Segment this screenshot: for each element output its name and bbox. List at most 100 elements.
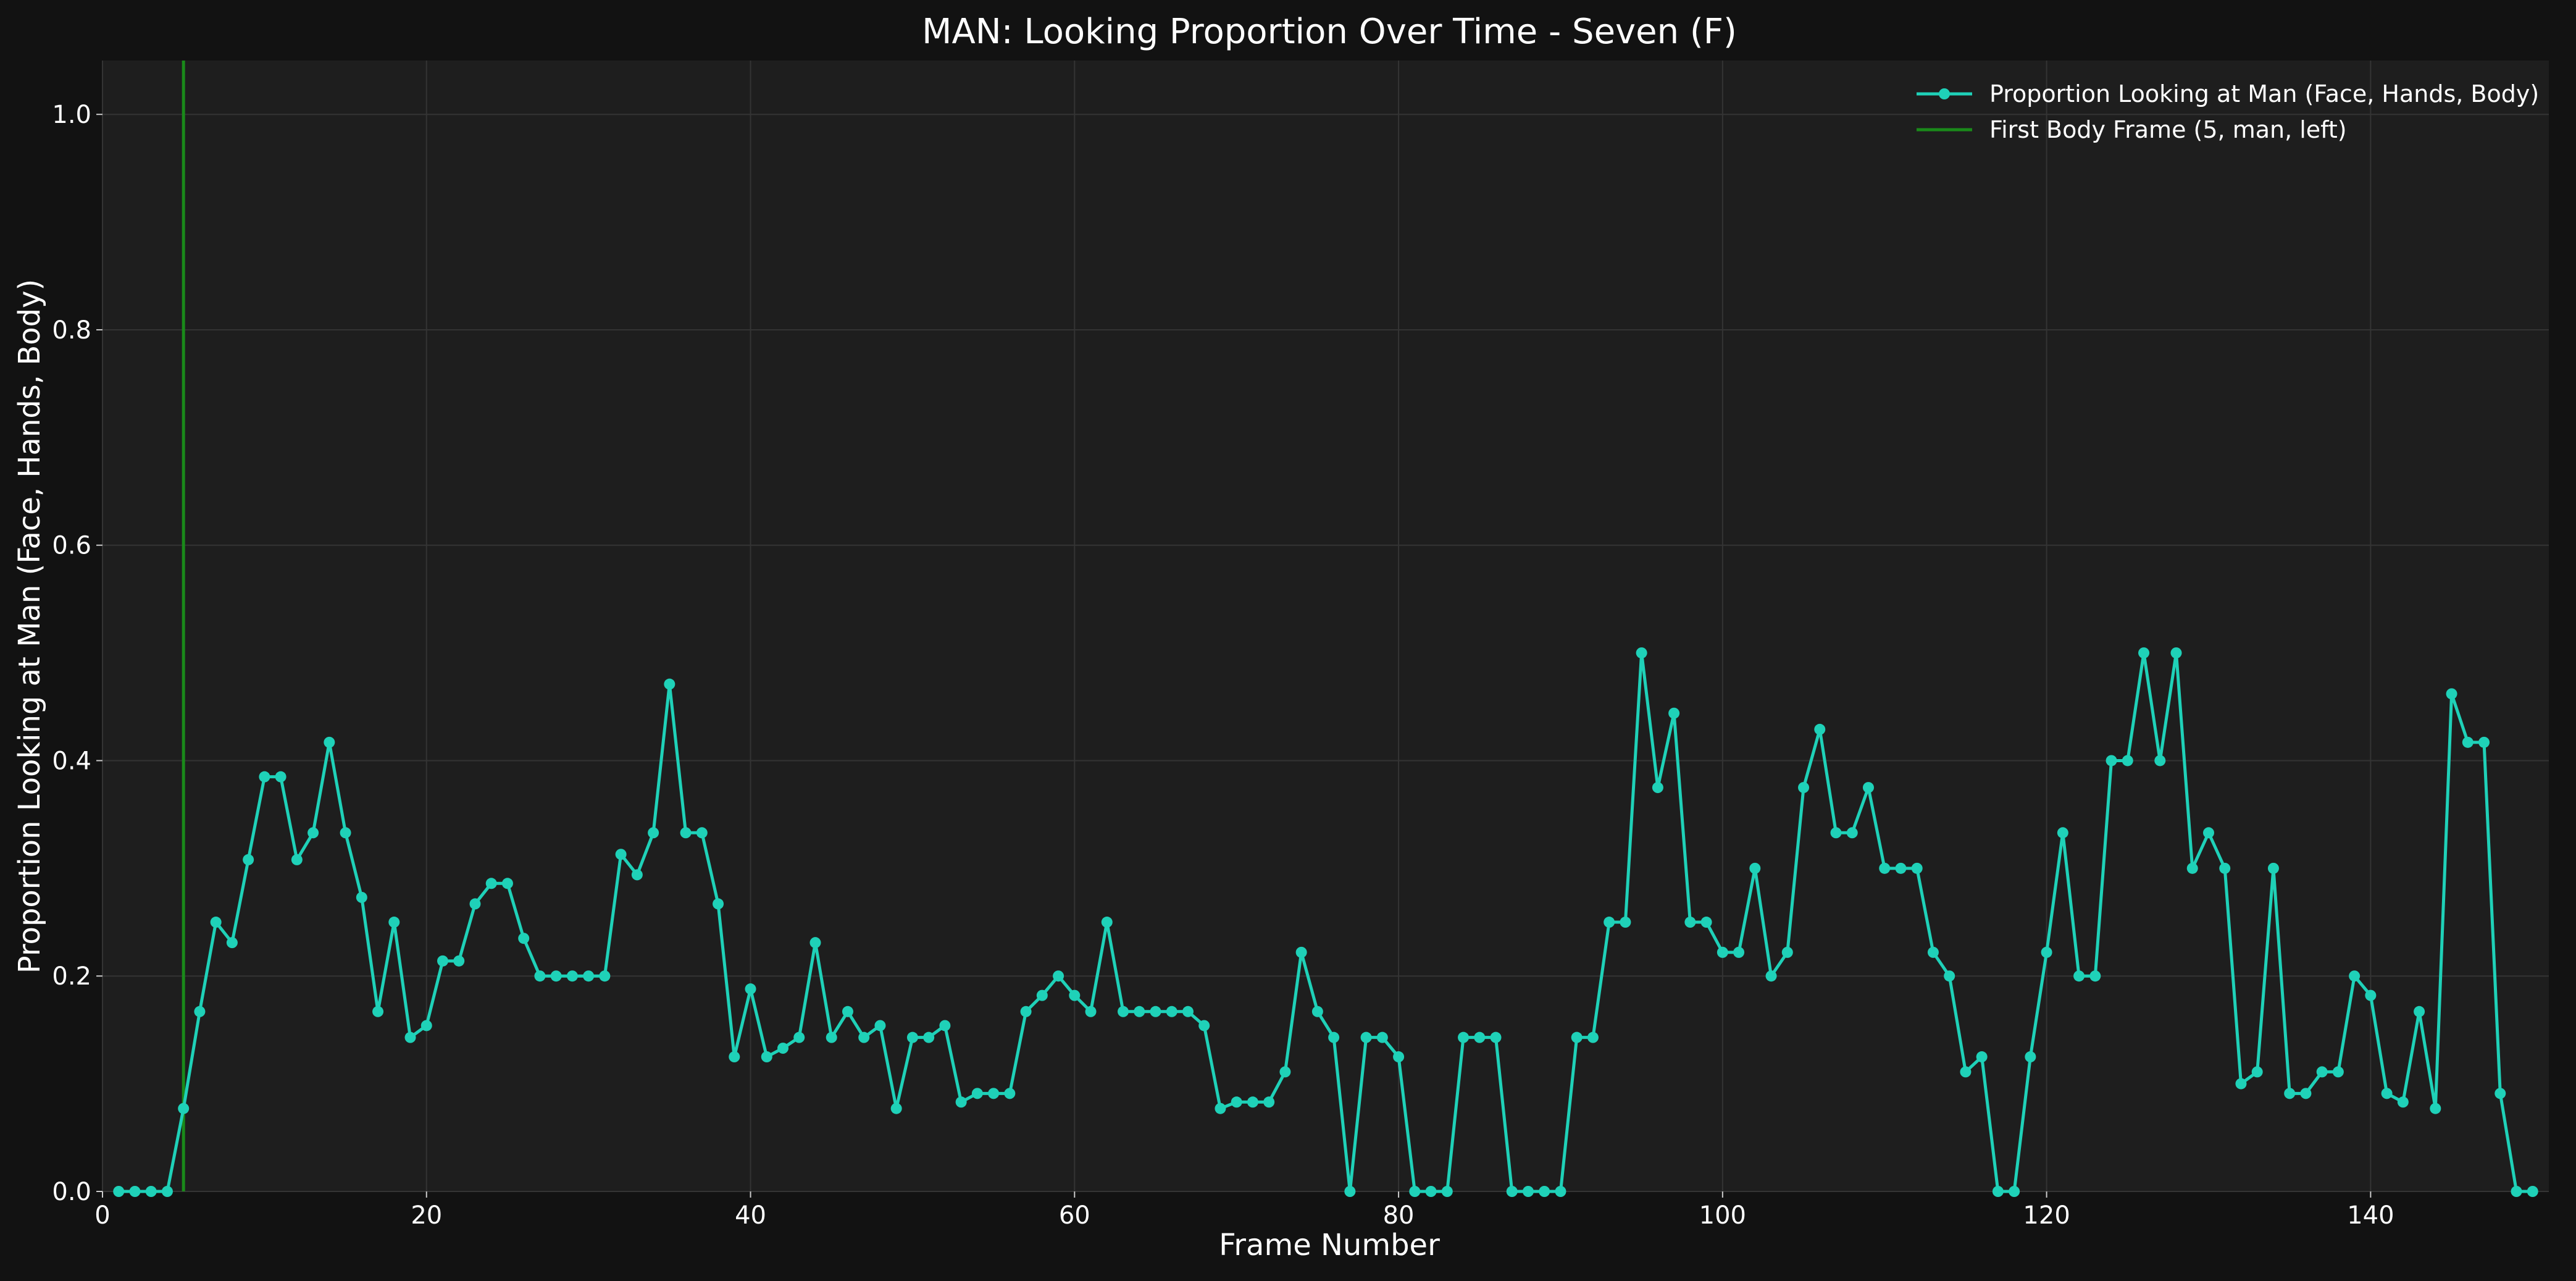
data-point — [631, 869, 643, 881]
data-point — [777, 1043, 789, 1054]
data-point — [1976, 1051, 1988, 1063]
legend-series-marker — [1939, 88, 1950, 99]
data-point — [518, 933, 530, 944]
data-point — [1425, 1186, 1437, 1197]
data-point — [1620, 917, 1631, 928]
x-tick-label: 140 — [2347, 1201, 2394, 1230]
data-point — [793, 1031, 805, 1043]
data-point — [2235, 1078, 2247, 1090]
data-point — [906, 1031, 918, 1043]
y-tick-label: 0.6 — [52, 532, 91, 560]
data-point — [2089, 970, 2101, 982]
data-point — [550, 970, 562, 982]
data-point — [2186, 862, 2198, 874]
data-point — [2170, 647, 2182, 659]
y-tick-label: 0.8 — [52, 316, 91, 345]
data-point — [713, 898, 724, 910]
data-point — [2365, 989, 2377, 1001]
legend-refline-label: First Body Frame (5, man, left) — [1989, 116, 2347, 143]
data-point — [1506, 1186, 1518, 1197]
chart-title: MAN: Looking Proportion Over Time - Seve… — [922, 12, 1737, 52]
data-point — [1571, 1031, 1583, 1043]
data-point — [1441, 1186, 1453, 1197]
data-point — [583, 970, 595, 982]
data-point — [1733, 946, 1745, 958]
y-tick-label: 0.0 — [52, 1178, 91, 1206]
data-point — [664, 678, 675, 690]
data-point — [1263, 1096, 1275, 1108]
x-tick-label: 20 — [411, 1201, 442, 1230]
y-axis-ticks: 0.0 0.2 0.4 0.6 0.8 1.0 — [52, 101, 102, 1206]
data-point — [2138, 647, 2150, 659]
data-point — [1798, 782, 1810, 794]
data-point — [1247, 1096, 1258, 1108]
data-point — [1279, 1066, 1291, 1078]
data-point — [178, 1102, 190, 1114]
data-point — [1215, 1102, 1226, 1114]
data-point — [1862, 782, 1874, 794]
data-point — [1085, 1006, 1097, 1017]
data-point — [404, 1031, 416, 1043]
legend: Proportion Looking at Man (Face, Hands, … — [1917, 80, 2539, 143]
data-point — [1846, 827, 1858, 839]
data-point — [923, 1031, 935, 1043]
data-point — [161, 1186, 173, 1197]
data-point — [615, 849, 627, 860]
data-point — [599, 970, 611, 982]
data-point — [2478, 736, 2490, 748]
data-point — [210, 917, 222, 928]
data-point — [2446, 688, 2457, 700]
data-point — [1134, 1006, 1145, 1017]
data-point — [1295, 946, 1307, 958]
data-point — [2154, 755, 2166, 766]
data-point — [1960, 1066, 1972, 1078]
x-tick-label: 0 — [94, 1201, 110, 1230]
data-point — [1053, 970, 1064, 982]
data-point — [1604, 917, 1615, 928]
data-point — [858, 1031, 870, 1043]
data-point — [1311, 1006, 1323, 1017]
data-point — [2251, 1066, 2263, 1078]
data-point — [745, 983, 756, 995]
data-point — [1539, 1186, 1550, 1197]
data-point — [1522, 1186, 1534, 1197]
data-point — [1166, 1006, 1177, 1017]
data-point — [1927, 946, 1939, 958]
data-point — [2349, 970, 2361, 982]
data-point — [1376, 1031, 1388, 1043]
data-point — [1409, 1186, 1421, 1197]
data-point — [275, 771, 286, 783]
x-tick-label: 40 — [735, 1201, 766, 1230]
data-point — [1652, 782, 1663, 794]
data-point — [2106, 755, 2117, 766]
data-point — [388, 917, 400, 928]
data-point — [1749, 862, 1761, 874]
data-point — [1360, 1031, 1372, 1043]
data-point — [1474, 1031, 1486, 1043]
data-point — [1036, 989, 1048, 1001]
data-point — [1182, 1006, 1194, 1017]
data-point — [1668, 707, 1680, 719]
data-point — [2316, 1066, 2328, 1078]
data-point — [1684, 917, 1696, 928]
x-tick-label: 60 — [1059, 1201, 1090, 1230]
data-point — [469, 898, 481, 910]
data-point — [1458, 1031, 1470, 1043]
data-point — [826, 1031, 837, 1043]
data-point — [2511, 1186, 2522, 1197]
data-point — [226, 937, 238, 949]
data-point — [1231, 1096, 1242, 1108]
data-point — [453, 955, 465, 967]
data-point — [420, 1020, 432, 1031]
data-point — [1911, 862, 1923, 874]
data-point — [1020, 1006, 1032, 1017]
data-point — [939, 1020, 951, 1031]
data-point — [1118, 1006, 1129, 1017]
data-point — [874, 1020, 886, 1031]
data-point — [307, 827, 319, 839]
data-point — [534, 970, 546, 982]
data-point — [437, 955, 449, 967]
data-point — [129, 1186, 141, 1197]
data-point — [356, 891, 367, 903]
